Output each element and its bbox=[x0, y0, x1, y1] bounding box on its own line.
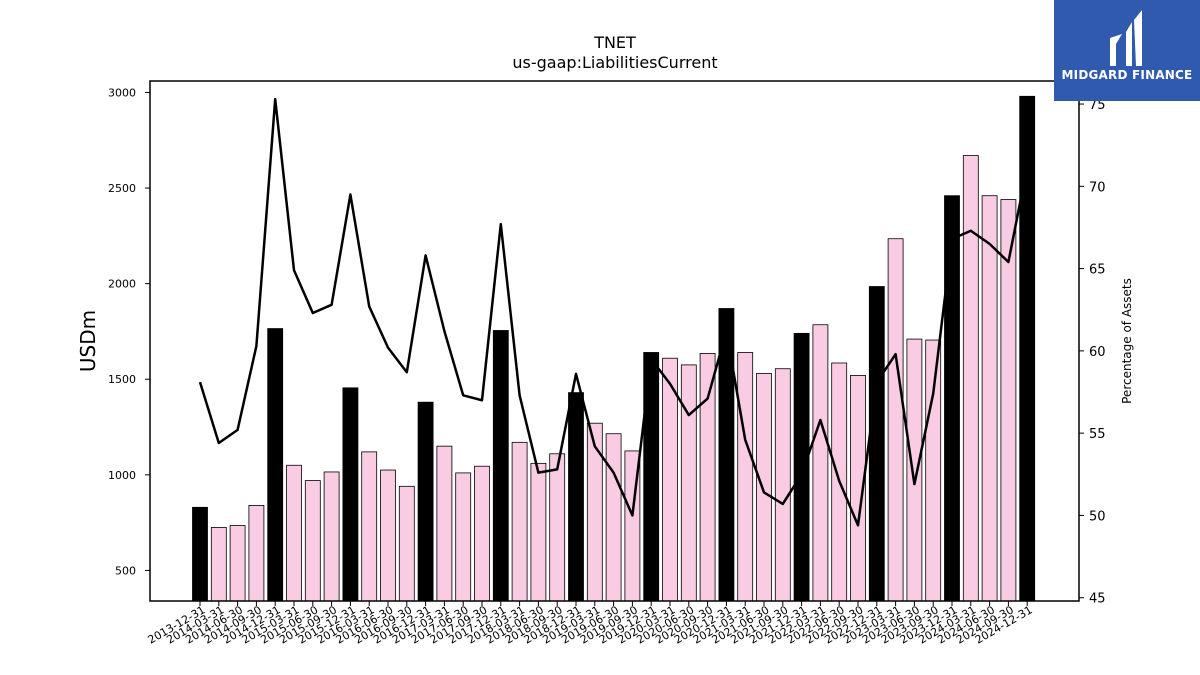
chart-title-group: TNET us-gaap:LiabilitiesCurrent bbox=[512, 33, 717, 72]
chart-title: TNET bbox=[593, 33, 636, 52]
bar-2020-09-30 bbox=[699, 353, 716, 602]
percentage-line bbox=[198, 97, 1029, 527]
bar-2018-09-30 bbox=[549, 453, 566, 602]
y-axis-right: 45 50 55 60 65 70 75 bbox=[1079, 98, 1106, 607]
bar-2020-06-30 bbox=[680, 364, 697, 602]
bar-2014-06-30 bbox=[229, 525, 246, 602]
bar-2022-03-31 bbox=[812, 324, 829, 602]
brand-logo-box: MIDGARD FINANCE bbox=[1054, 0, 1200, 101]
bar-2021-06-30 bbox=[756, 373, 772, 602]
bar-2014-12-31 bbox=[267, 328, 284, 602]
bar-2015-03-31 bbox=[286, 464, 302, 602]
bar-2023-06-30 bbox=[906, 338, 923, 602]
bar-2024-06-30 bbox=[981, 195, 998, 602]
midgard-logo-icon bbox=[1110, 10, 1142, 66]
bar-2023-09-30 bbox=[925, 339, 942, 602]
bar-2021-12-31 bbox=[793, 332, 810, 602]
bar-2016-09-30 bbox=[398, 485, 415, 602]
y-axis-label-right: Percentage of Assets bbox=[1120, 278, 1134, 404]
bar-2014-03-31 bbox=[210, 526, 227, 602]
plot-frame bbox=[149, 80, 1080, 602]
bar-2018-03-31 bbox=[511, 441, 528, 602]
bar-2019-06-30 bbox=[605, 433, 622, 602]
line-series bbox=[198, 97, 1029, 527]
y-tick-label-right: 70 bbox=[1089, 180, 1106, 195]
bar-2016-06-30 bbox=[380, 469, 396, 602]
bar-2017-06-30 bbox=[455, 472, 472, 602]
bar-2022-12-31 bbox=[868, 286, 885, 602]
y-tick-label-left: 1500 bbox=[108, 373, 136, 386]
y-axis-left: 500 1000 1500 2000 2500 3000 bbox=[108, 86, 150, 577]
y-tick-label-left: 2500 bbox=[108, 182, 136, 195]
bar-2017-03-31 bbox=[436, 445, 453, 602]
bar-2016-12-31 bbox=[417, 401, 434, 602]
y-tick-label-right: 75 bbox=[1089, 98, 1106, 113]
bar-2023-03-31 bbox=[887, 238, 904, 602]
bar-2018-06-30 bbox=[530, 462, 547, 602]
bar-2017-09-30 bbox=[474, 465, 490, 602]
y-tick-label-left: 2000 bbox=[108, 278, 136, 291]
y-axis-label-left: USDm bbox=[76, 310, 100, 372]
y-tick-label-left: 3000 bbox=[108, 86, 136, 99]
bar-2016-03-31 bbox=[361, 451, 378, 602]
bar-2023-12-31 bbox=[944, 195, 960, 602]
bar-2015-12-31 bbox=[342, 387, 359, 602]
bar-2024-03-31 bbox=[962, 155, 979, 602]
bar-2021-03-31 bbox=[737, 352, 754, 602]
brand-name: MIDGARD FINANCE bbox=[1061, 68, 1193, 82]
y-tick-label-right: 65 bbox=[1089, 263, 1106, 278]
chart-subtitle: us-gaap:LiabilitiesCurrent bbox=[512, 53, 717, 72]
bar-2019-03-31 bbox=[586, 422, 603, 602]
y-tick-label-right: 45 bbox=[1089, 592, 1106, 607]
bar-2017-12-31 bbox=[492, 330, 509, 602]
y-tick-label-right: 50 bbox=[1089, 509, 1106, 524]
y-tick-label-left: 1000 bbox=[108, 469, 136, 482]
bar-series bbox=[192, 95, 1036, 602]
bar-2021-09-30 bbox=[774, 368, 791, 602]
bar-2014-09-30 bbox=[248, 505, 265, 602]
bar-2015-06-30 bbox=[304, 480, 321, 602]
bar-2013-12-31 bbox=[192, 506, 208, 602]
x-axis: 2013-12-312014-03-312014-06-302014-09-30… bbox=[146, 601, 1035, 647]
bar-2015-09-30 bbox=[323, 471, 340, 602]
y-tick-label-left: 500 bbox=[115, 564, 136, 577]
y-tick-label-right: 55 bbox=[1089, 427, 1106, 442]
bar-2019-12-31 bbox=[643, 352, 660, 602]
y-tick-label-right: 60 bbox=[1089, 345, 1106, 360]
bar-2018-12-31 bbox=[568, 392, 584, 602]
